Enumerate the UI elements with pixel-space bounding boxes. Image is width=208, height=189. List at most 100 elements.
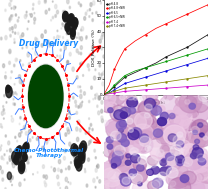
Circle shape (59, 36, 61, 37)
Circle shape (101, 179, 116, 189)
pH 6.5+NIR (144, 67, 147, 69)
Circle shape (80, 90, 82, 93)
Circle shape (198, 156, 208, 167)
Circle shape (28, 63, 30, 66)
Circle shape (160, 112, 168, 120)
pH 6.5 (113, 89, 116, 91)
pH 7.4 (176, 86, 178, 88)
pH 7.4+NIR (144, 84, 147, 86)
Circle shape (120, 160, 132, 171)
Circle shape (74, 155, 76, 159)
Circle shape (103, 71, 105, 75)
pH 6.5 (176, 67, 178, 69)
pH 7.4 (134, 89, 136, 92)
Circle shape (122, 164, 138, 178)
pH 4.8+NIR (118, 57, 121, 59)
Circle shape (35, 111, 36, 113)
Circle shape (108, 170, 120, 182)
Circle shape (130, 148, 138, 155)
Circle shape (111, 163, 117, 168)
Circle shape (63, 12, 68, 20)
Circle shape (10, 180, 11, 182)
Circle shape (120, 107, 131, 117)
Circle shape (51, 94, 53, 98)
Circle shape (99, 39, 101, 43)
Circle shape (147, 169, 154, 175)
Circle shape (140, 146, 147, 152)
pH 6.5 (144, 76, 147, 78)
Circle shape (174, 104, 193, 120)
Circle shape (81, 144, 85, 151)
Circle shape (162, 165, 175, 177)
Circle shape (99, 74, 102, 78)
Circle shape (44, 181, 46, 184)
Circle shape (70, 182, 71, 185)
Circle shape (50, 102, 51, 104)
Line: pH 7.4: pH 7.4 (104, 84, 208, 95)
Circle shape (61, 169, 62, 173)
Circle shape (144, 113, 150, 118)
Circle shape (7, 172, 11, 180)
Circle shape (62, 10, 64, 13)
Circle shape (54, 157, 55, 159)
Circle shape (127, 114, 146, 131)
Circle shape (184, 96, 197, 108)
Circle shape (123, 137, 138, 151)
pH 6.5 (165, 70, 168, 72)
Circle shape (98, 90, 116, 106)
Circle shape (147, 119, 154, 125)
Circle shape (51, 19, 52, 21)
Circle shape (136, 164, 144, 171)
Circle shape (47, 141, 48, 143)
Circle shape (60, 49, 61, 51)
Circle shape (190, 148, 196, 154)
Circle shape (83, 92, 85, 95)
Circle shape (28, 21, 29, 22)
Circle shape (123, 122, 136, 134)
Circle shape (73, 145, 78, 153)
Circle shape (152, 178, 163, 188)
Circle shape (109, 150, 128, 167)
Circle shape (9, 149, 11, 152)
Circle shape (67, 0, 69, 4)
Circle shape (119, 98, 129, 107)
Circle shape (42, 165, 45, 169)
Circle shape (80, 154, 85, 163)
Circle shape (130, 157, 138, 163)
Circle shape (60, 187, 61, 189)
Circle shape (111, 152, 133, 172)
Circle shape (83, 74, 84, 76)
Circle shape (62, 36, 64, 39)
pH 4.8+NIR (186, 13, 188, 15)
Circle shape (20, 116, 21, 119)
Circle shape (38, 107, 40, 110)
Circle shape (126, 91, 136, 100)
X-axis label: Time (h): Time (h) (147, 101, 165, 105)
Circle shape (5, 76, 6, 79)
Circle shape (160, 167, 169, 175)
Circle shape (177, 166, 188, 176)
Circle shape (180, 144, 200, 162)
Circle shape (56, 10, 59, 14)
Circle shape (98, 96, 100, 100)
Circle shape (102, 33, 104, 36)
Circle shape (102, 73, 103, 76)
Circle shape (24, 118, 25, 121)
Circle shape (119, 174, 128, 181)
Circle shape (196, 133, 205, 141)
pH 7.4+NIR (207, 74, 208, 77)
Circle shape (84, 168, 85, 170)
Circle shape (125, 160, 131, 165)
Circle shape (37, 129, 38, 130)
Circle shape (107, 144, 113, 149)
Circle shape (52, 95, 53, 98)
Circle shape (103, 78, 104, 79)
Circle shape (147, 181, 159, 189)
Circle shape (166, 153, 174, 160)
Circle shape (142, 121, 162, 139)
Circle shape (160, 95, 179, 113)
pH 4.8 (186, 46, 188, 48)
Circle shape (73, 156, 74, 157)
Circle shape (89, 16, 90, 17)
Circle shape (176, 159, 183, 166)
